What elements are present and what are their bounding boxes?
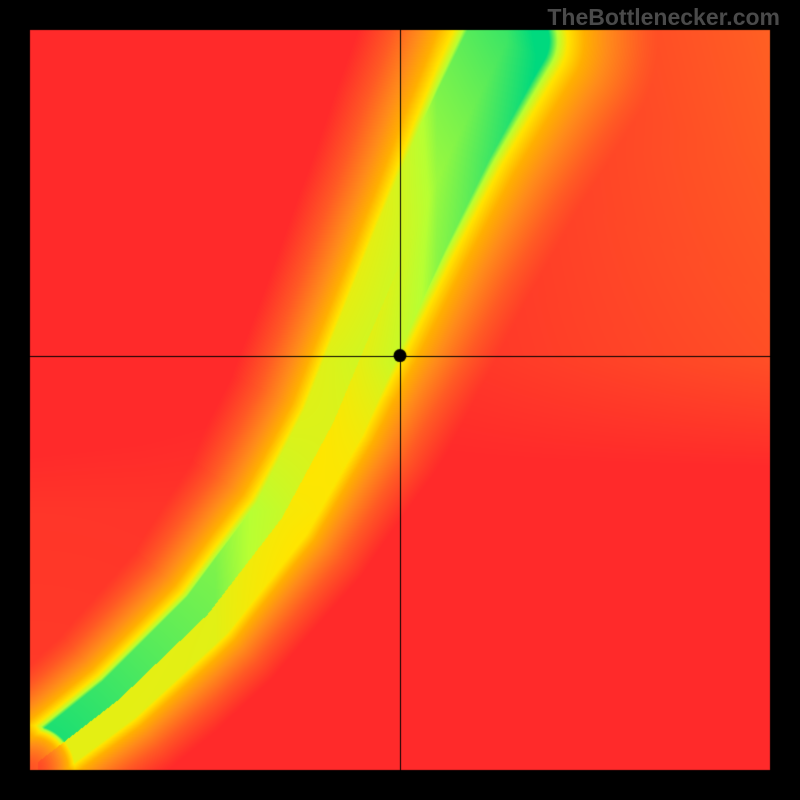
chart-stage: TheBottlenecker.com — [0, 0, 800, 800]
bottleneck-heatmap — [0, 0, 800, 800]
source-watermark: TheBottlenecker.com — [547, 4, 780, 31]
